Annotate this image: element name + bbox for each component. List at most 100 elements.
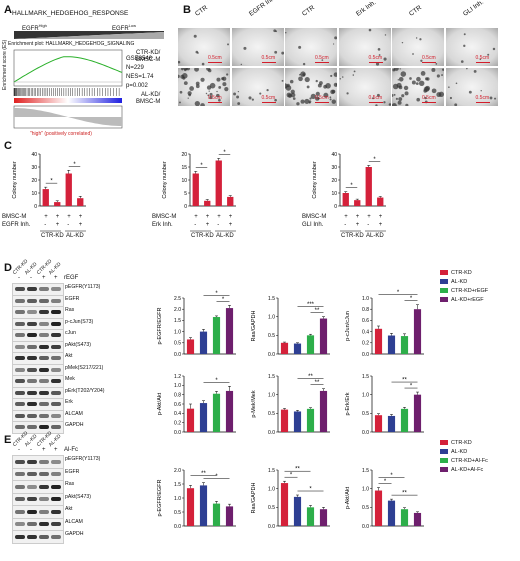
blot-band bbox=[15, 287, 25, 292]
y-tick-label: 40 bbox=[31, 152, 37, 158]
blot-band bbox=[15, 310, 25, 315]
blot-band bbox=[27, 497, 37, 502]
y-tick-label: 10 bbox=[31, 191, 37, 197]
bar bbox=[215, 160, 222, 206]
micro-col-label: GLI Inh. bbox=[461, 0, 485, 18]
legend-item: AL-KD+rEGF bbox=[440, 297, 484, 303]
bar bbox=[319, 318, 328, 354]
bar-chart-C2: 0 5 10 15 20 Colony number * * bbox=[162, 150, 236, 210]
blot-label: pEGFR(Y1173) bbox=[65, 284, 101, 290]
sign-inhibitor: + bbox=[55, 222, 60, 228]
y-tick-label: 0.0 bbox=[362, 524, 369, 530]
bar bbox=[280, 409, 289, 432]
gsea-plot bbox=[13, 49, 123, 129]
sign-inhibitor: + bbox=[78, 222, 83, 228]
bar bbox=[377, 197, 384, 206]
gsea-ranked-metric bbox=[14, 108, 122, 126]
gradient-bar bbox=[14, 31, 164, 39]
blot-band bbox=[27, 472, 37, 477]
y-axis-label: Colony number bbox=[12, 161, 18, 198]
blot-band bbox=[27, 379, 37, 384]
blot-band bbox=[15, 402, 25, 407]
row-label-al: AL-KD/BMSC-M bbox=[136, 92, 161, 105]
blot-band bbox=[27, 367, 37, 372]
legend-swatch bbox=[440, 458, 448, 464]
panel-letter-b: B bbox=[183, 4, 191, 16]
blot-label: p-cJun(S73) bbox=[65, 318, 94, 325]
bar bbox=[192, 173, 199, 206]
bar bbox=[319, 390, 328, 432]
scale-bar: 0.5cm bbox=[208, 95, 222, 103]
sign-bmsc: + bbox=[217, 214, 221, 220]
gsea-dataset: GSE8546 bbox=[126, 56, 153, 62]
blot-strip bbox=[12, 352, 64, 365]
blot-band bbox=[27, 321, 37, 326]
blot-band bbox=[51, 484, 61, 489]
bar bbox=[400, 509, 409, 526]
blot-label: pEGFR(Y1173) bbox=[65, 456, 101, 462]
legend-label: CTR-KD+rEGF bbox=[451, 288, 489, 294]
y-tick-label: 20 bbox=[31, 178, 37, 184]
sig-star: ** bbox=[402, 491, 407, 497]
egfr-high-label: EGFRHigh bbox=[22, 23, 47, 32]
sig-star: * bbox=[215, 378, 218, 384]
y-tick-label: 1.5 bbox=[362, 374, 369, 380]
bar bbox=[374, 415, 383, 432]
gsea-bottom-label: "high" (positively correlated) bbox=[30, 131, 92, 137]
y-tick-label: 0.5 bbox=[268, 333, 275, 339]
y-tick-label: 1.0 bbox=[268, 486, 275, 492]
blot-label: pErk(T202/Y204) bbox=[65, 387, 105, 394]
bar bbox=[413, 309, 422, 354]
blot-strip bbox=[12, 480, 64, 494]
y-axis-label: p-Akt/Akt bbox=[345, 486, 351, 509]
y-axis-label: p-Erk/Erk bbox=[345, 392, 351, 415]
blot-strip bbox=[12, 492, 64, 506]
y-tick-label: 0.4 bbox=[174, 411, 181, 417]
micro-col-label: CTR bbox=[301, 4, 316, 18]
blot-band bbox=[27, 459, 37, 464]
sign-inhibitor: + bbox=[378, 222, 383, 228]
sign-inhibitor: - bbox=[194, 222, 197, 228]
micrograph-image bbox=[338, 68, 391, 106]
y-tick-label: 1.5 bbox=[174, 318, 181, 324]
scale-bar: 0.5cm bbox=[261, 95, 276, 103]
blot-strip bbox=[12, 467, 64, 481]
blot-label: Mek bbox=[65, 376, 75, 382]
y-tick-label: 0.5 bbox=[362, 505, 369, 511]
bar bbox=[387, 415, 396, 432]
micrograph-image bbox=[178, 68, 230, 106]
bar-chart-E1: 0.00.51.01.52.0p-EGFR/EGFR*** bbox=[157, 468, 236, 530]
blot-band bbox=[39, 484, 49, 489]
legend-swatch bbox=[440, 467, 448, 473]
micrograph-image bbox=[445, 68, 498, 106]
scale-bar: 0.5cm bbox=[422, 55, 436, 63]
y-tick-label: 30 bbox=[331, 165, 337, 171]
micrograph-image bbox=[392, 68, 444, 106]
bar bbox=[65, 173, 72, 206]
blot-band bbox=[51, 287, 61, 292]
blot-band bbox=[39, 367, 49, 372]
blot-band bbox=[27, 310, 37, 315]
bar bbox=[293, 343, 302, 354]
row-label-ctr: CTR-KD/BMSC-M bbox=[136, 50, 161, 63]
group-label-al: AL-KD bbox=[66, 233, 84, 239]
blot-band bbox=[51, 459, 61, 464]
y-tick-label: 0.8 bbox=[362, 307, 369, 313]
y-tick-label: 0.4 bbox=[362, 329, 369, 335]
sig-star: * bbox=[390, 473, 393, 479]
y-tick-label: 1.0 bbox=[362, 486, 369, 492]
sign-bmsc: + bbox=[194, 214, 198, 220]
y-tick-label: 2.0 bbox=[174, 307, 181, 313]
gsea-hit-marks bbox=[13, 88, 120, 96]
y-tick-label: 1.5 bbox=[174, 482, 181, 488]
row-label-inhibitor: Erk Inh. bbox=[152, 222, 173, 228]
y-tick-label: 0.0 bbox=[174, 524, 181, 530]
gsea-n: N=229 bbox=[126, 65, 144, 71]
sig-star: * bbox=[215, 291, 218, 297]
y-axis-label: p-EGFR/EGFR bbox=[157, 307, 163, 344]
bar-chart-D6: 0.0 0.5 1.0 1.5 p-Erk/Erk *** bbox=[345, 374, 424, 436]
sign-inhibitor: - bbox=[44, 222, 47, 228]
sig-star: ** bbox=[315, 380, 320, 386]
blot-strip bbox=[12, 283, 64, 296]
blot-band bbox=[27, 522, 37, 527]
